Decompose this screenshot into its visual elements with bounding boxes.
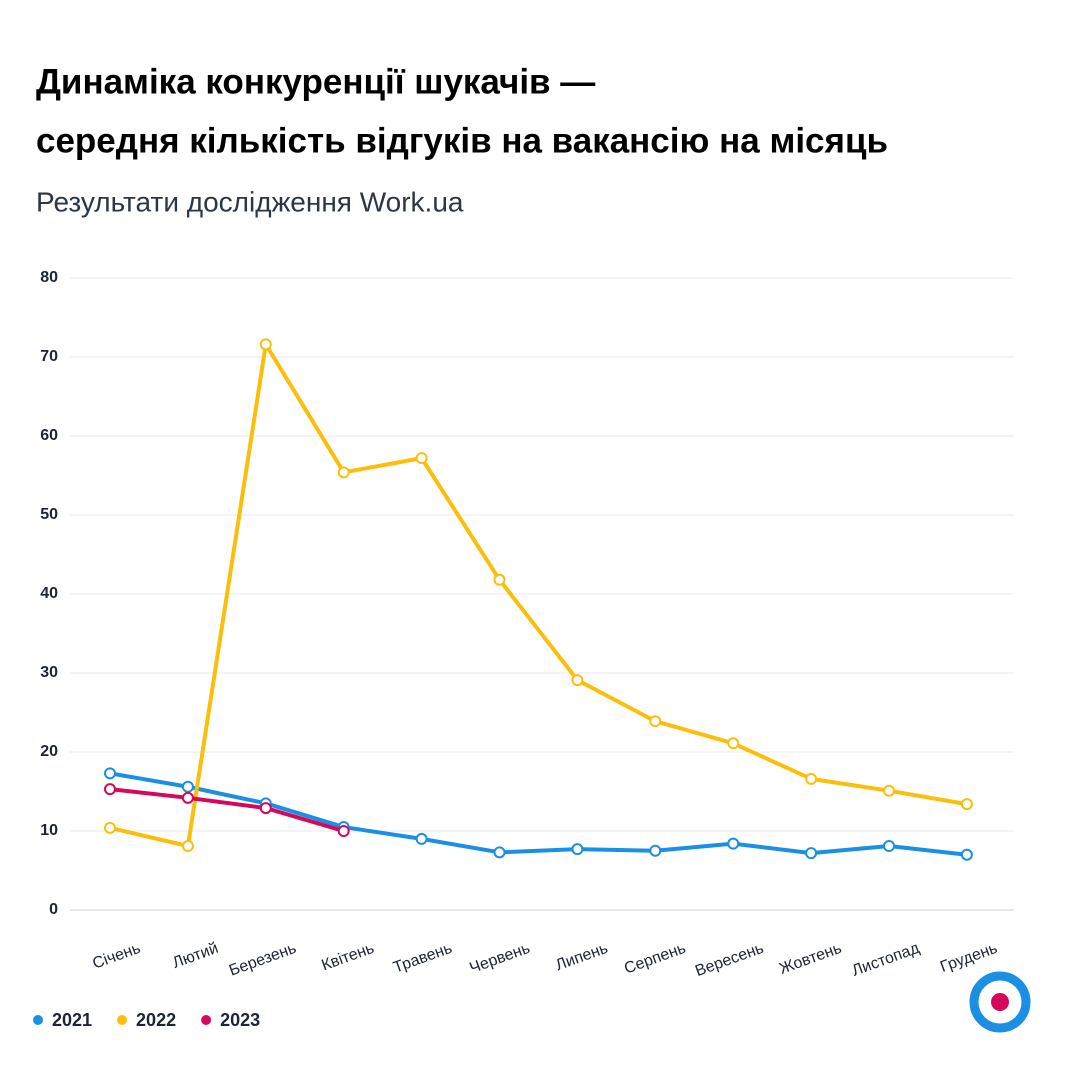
legend-marker bbox=[33, 1015, 43, 1025]
x-tick-label: Липень bbox=[553, 940, 610, 975]
data-point bbox=[104, 767, 116, 780]
data-point bbox=[571, 674, 584, 687]
x-tick-label: Червень bbox=[467, 940, 532, 977]
data-point bbox=[415, 832, 428, 845]
data-point bbox=[181, 840, 194, 853]
y-tick-label: 80 bbox=[40, 269, 58, 286]
data-point bbox=[883, 784, 895, 797]
x-tick-label: Січень bbox=[90, 940, 142, 973]
x-tick-label: Листопад bbox=[850, 940, 923, 980]
legend-marker bbox=[201, 1015, 212, 1025]
data-point bbox=[259, 338, 272, 351]
series-line bbox=[109, 787, 345, 833]
data-point bbox=[805, 847, 818, 860]
x-tick-label: Травень bbox=[391, 940, 454, 977]
data-point bbox=[181, 780, 194, 793]
logo bbox=[969, 971, 1031, 1033]
y-tick-label: 20 bbox=[40, 743, 58, 760]
x-tick-label: Лютий bbox=[170, 940, 220, 972]
y-tick-label: 70 bbox=[40, 348, 58, 365]
x-tick-label: Жовтень bbox=[777, 940, 844, 978]
y-tick-label: 40 bbox=[40, 585, 58, 602]
data-point bbox=[337, 466, 350, 479]
chart-title: Динаміка конкуренції шукачів — bbox=[36, 62, 595, 101]
data-point bbox=[805, 772, 818, 785]
data-point bbox=[493, 846, 506, 859]
chart-title: середня кількість відгуків на вакансію н… bbox=[36, 121, 888, 160]
legend-label: 2022 bbox=[136, 1010, 176, 1030]
legend-label: 2021 bbox=[52, 1010, 92, 1030]
data-point bbox=[259, 802, 272, 815]
x-tick-label: Серпень bbox=[622, 940, 688, 978]
x-tick-label: Грудень bbox=[938, 940, 1000, 976]
data-point bbox=[104, 821, 116, 834]
y-tick-label: 10 bbox=[40, 822, 58, 839]
data-point bbox=[727, 837, 740, 850]
data-point bbox=[493, 573, 506, 586]
data-point bbox=[337, 825, 350, 837]
data-point bbox=[960, 798, 973, 811]
series-line bbox=[109, 771, 968, 857]
data-point bbox=[571, 843, 584, 856]
y-tick-label: 0 bbox=[49, 901, 58, 918]
data-point bbox=[883, 840, 895, 853]
series-line bbox=[109, 342, 968, 849]
data-point bbox=[960, 848, 973, 861]
data-point bbox=[104, 783, 116, 796]
y-tick-label: 50 bbox=[40, 506, 58, 523]
x-tick-label: Березень bbox=[227, 940, 299, 980]
chart-subtitle: Результати дослідження Work.ua bbox=[36, 186, 464, 217]
data-point bbox=[181, 791, 194, 804]
data-point bbox=[727, 737, 740, 750]
legend-label: 2023 bbox=[220, 1010, 260, 1030]
data-point bbox=[649, 844, 662, 857]
data-point bbox=[415, 452, 428, 465]
x-tick-label: Квітень bbox=[319, 940, 376, 975]
y-tick-label: 30 bbox=[40, 664, 58, 681]
data-point bbox=[649, 715, 662, 728]
y-tick-label: 60 bbox=[40, 427, 58, 444]
x-tick-label: Вересень bbox=[693, 940, 766, 980]
legend-marker bbox=[117, 1015, 128, 1025]
